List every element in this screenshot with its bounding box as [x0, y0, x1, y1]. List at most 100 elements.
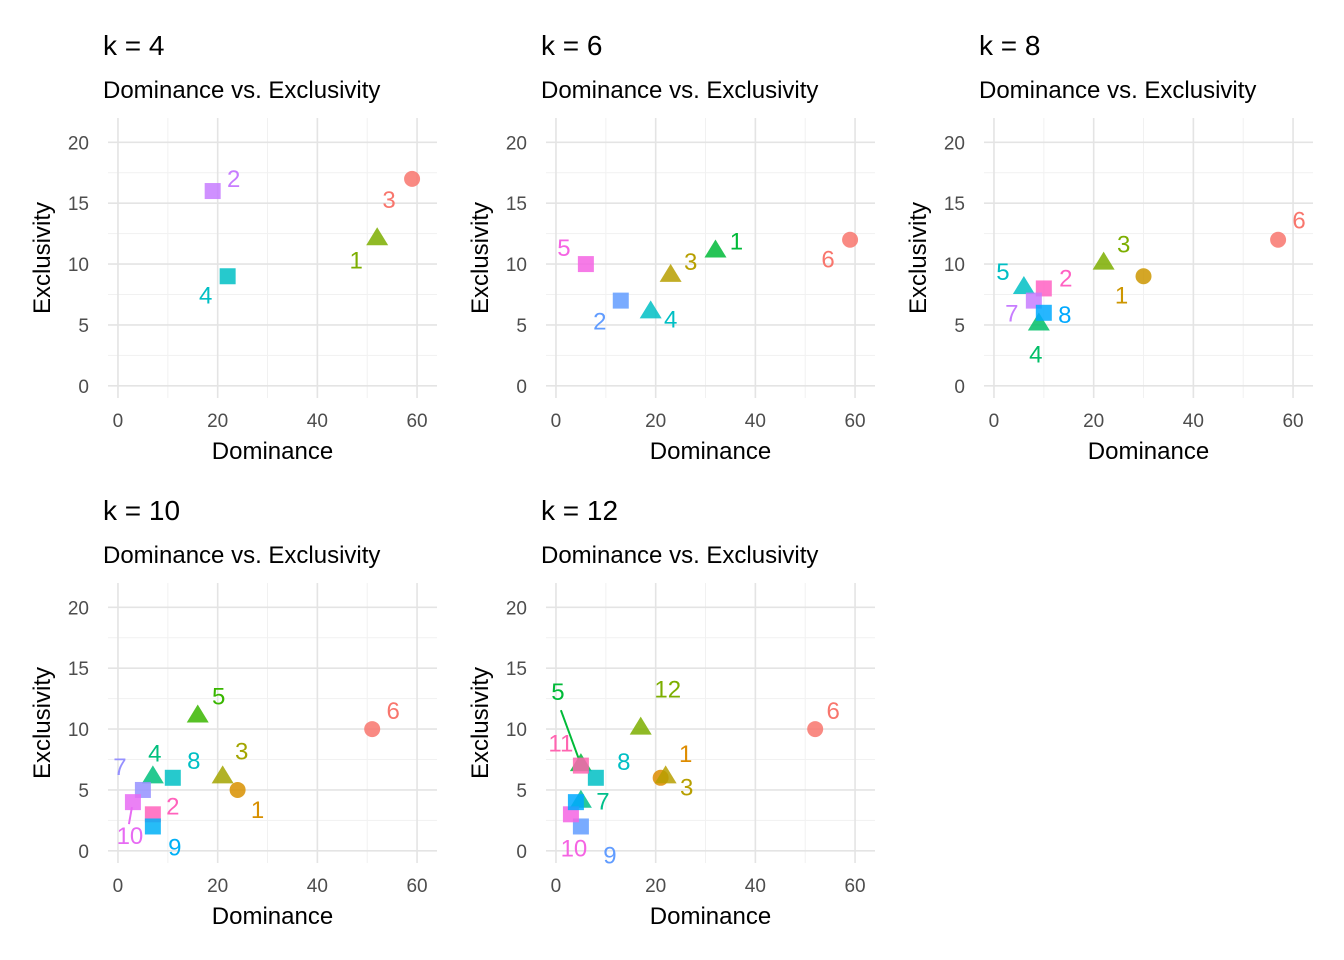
label-leader-line: [559, 709, 580, 760]
point-topic-8: [164, 769, 181, 786]
x-tick-label: 60: [844, 411, 865, 432]
point-label-3: 3: [680, 774, 693, 801]
y-tick-label: 15: [944, 194, 965, 215]
y-tick-label: 20: [506, 133, 527, 154]
point-topic-6: [364, 721, 381, 738]
point-topic-unlabeled: [567, 794, 584, 811]
point-label-8: 8: [617, 749, 630, 776]
y-axis-title: Exclusivity: [467, 667, 494, 779]
point-topic-6: [842, 231, 859, 248]
x-axis-title: Dominance: [650, 903, 771, 930]
panel-title: k = 4: [103, 30, 164, 61]
point-topic-4: [639, 300, 662, 319]
point-label-1: 1: [730, 228, 743, 255]
point-label-6: 6: [1292, 208, 1305, 235]
y-tick-label: 15: [68, 194, 89, 215]
point-topic-7: [134, 781, 151, 798]
point-label-2: 2: [593, 309, 606, 336]
point-label-1: 1: [350, 247, 363, 274]
point-label-5: 5: [557, 235, 570, 262]
point-topic-9: [572, 818, 589, 835]
panel-subtitle: Dominance vs. Exclusivity: [541, 77, 818, 104]
y-tick-label: 5: [516, 316, 527, 337]
x-tick-label: 20: [645, 876, 666, 897]
x-tick-label: 40: [307, 876, 328, 897]
point-topic-2: [1035, 280, 1052, 297]
point-label-3: 3: [382, 187, 395, 214]
y-axis-title: Exclusivity: [29, 667, 56, 779]
y-tick-label: 10: [506, 255, 527, 276]
point-label-6: 6: [827, 698, 840, 725]
point-label-11: 11: [548, 731, 573, 758]
y-axis-title: Exclusivity: [905, 202, 932, 314]
y-tick-label: 20: [944, 133, 965, 154]
point-label-6: 6: [387, 698, 400, 725]
point-topic-8: [587, 769, 604, 786]
panel-subtitle: Dominance vs. Exclusivity: [541, 542, 818, 569]
point-label-5: 5: [551, 679, 564, 706]
point-label-10: 10: [117, 823, 144, 850]
point-label-6: 6: [821, 247, 834, 274]
point-label-12: 12: [654, 677, 681, 704]
x-axis-title: Dominance: [212, 903, 333, 930]
x-tick-label: 40: [745, 876, 766, 897]
point-label-4: 4: [148, 740, 161, 767]
panel-title: k = 6: [541, 30, 602, 61]
point-topic-1: [704, 239, 727, 258]
point-topic-2: [204, 183, 221, 200]
point-topic-4: [1027, 312, 1050, 331]
x-tick-label: 0: [551, 411, 562, 432]
x-tick-label: 0: [551, 876, 562, 897]
point-topic-2: [612, 292, 629, 309]
point-label-5: 5: [212, 683, 225, 710]
x-tick-label: 0: [113, 876, 124, 897]
point-label-3: 3: [684, 249, 697, 276]
x-tick-label: 0: [989, 411, 1000, 432]
point-label-4: 4: [1029, 342, 1042, 369]
point-topic-10: [124, 794, 141, 811]
point-topic-5: [577, 256, 594, 273]
point-topic-1: [229, 781, 246, 798]
point-label-9: 9: [603, 842, 616, 869]
y-tick-label: 0: [516, 377, 527, 398]
point-topic-3: [211, 765, 234, 784]
point-label-7: 7: [596, 789, 609, 816]
point-topic-3: [654, 765, 677, 784]
y-tick-label: 0: [954, 377, 965, 398]
x-tick-label: 60: [1282, 411, 1303, 432]
x-tick-label: 60: [406, 411, 427, 432]
y-tick-label: 0: [78, 377, 89, 398]
y-axis-title: Exclusivity: [29, 202, 56, 314]
point-topic-8: [1035, 304, 1052, 321]
x-tick-label: 20: [207, 876, 228, 897]
x-tick-label: 0: [113, 411, 124, 432]
point-label-3: 3: [1117, 232, 1130, 259]
point-topic-7: [1025, 292, 1042, 309]
panel-subtitle: Dominance vs. Exclusivity: [103, 77, 380, 104]
y-tick-label: 15: [506, 194, 527, 215]
point-label-1: 1: [1115, 282, 1128, 309]
point-label-5: 5: [996, 259, 1009, 286]
point-label-8: 8: [187, 748, 200, 775]
point-label-2: 2: [227, 166, 240, 193]
y-tick-label: 10: [68, 255, 89, 276]
x-tick-label: 20: [645, 411, 666, 432]
panel-title: k = 12: [541, 495, 618, 526]
point-topic-3: [1092, 251, 1115, 270]
point-topic-11: [572, 757, 589, 774]
y-tick-label: 10: [506, 720, 527, 741]
x-tick-label: 40: [307, 411, 328, 432]
x-tick-label: 20: [207, 411, 228, 432]
x-tick-label: 40: [1183, 411, 1204, 432]
point-label-9: 9: [168, 834, 181, 861]
point-label-4: 4: [664, 306, 677, 333]
point-topic-1: [366, 227, 389, 246]
point-label-2: 2: [1059, 265, 1072, 292]
point-label-7: 7: [1005, 301, 1018, 328]
panel-subtitle: Dominance vs. Exclusivity: [979, 77, 1256, 104]
x-tick-label: 20: [1083, 411, 1104, 432]
y-tick-label: 0: [516, 842, 527, 863]
point-label-8: 8: [1058, 302, 1071, 329]
